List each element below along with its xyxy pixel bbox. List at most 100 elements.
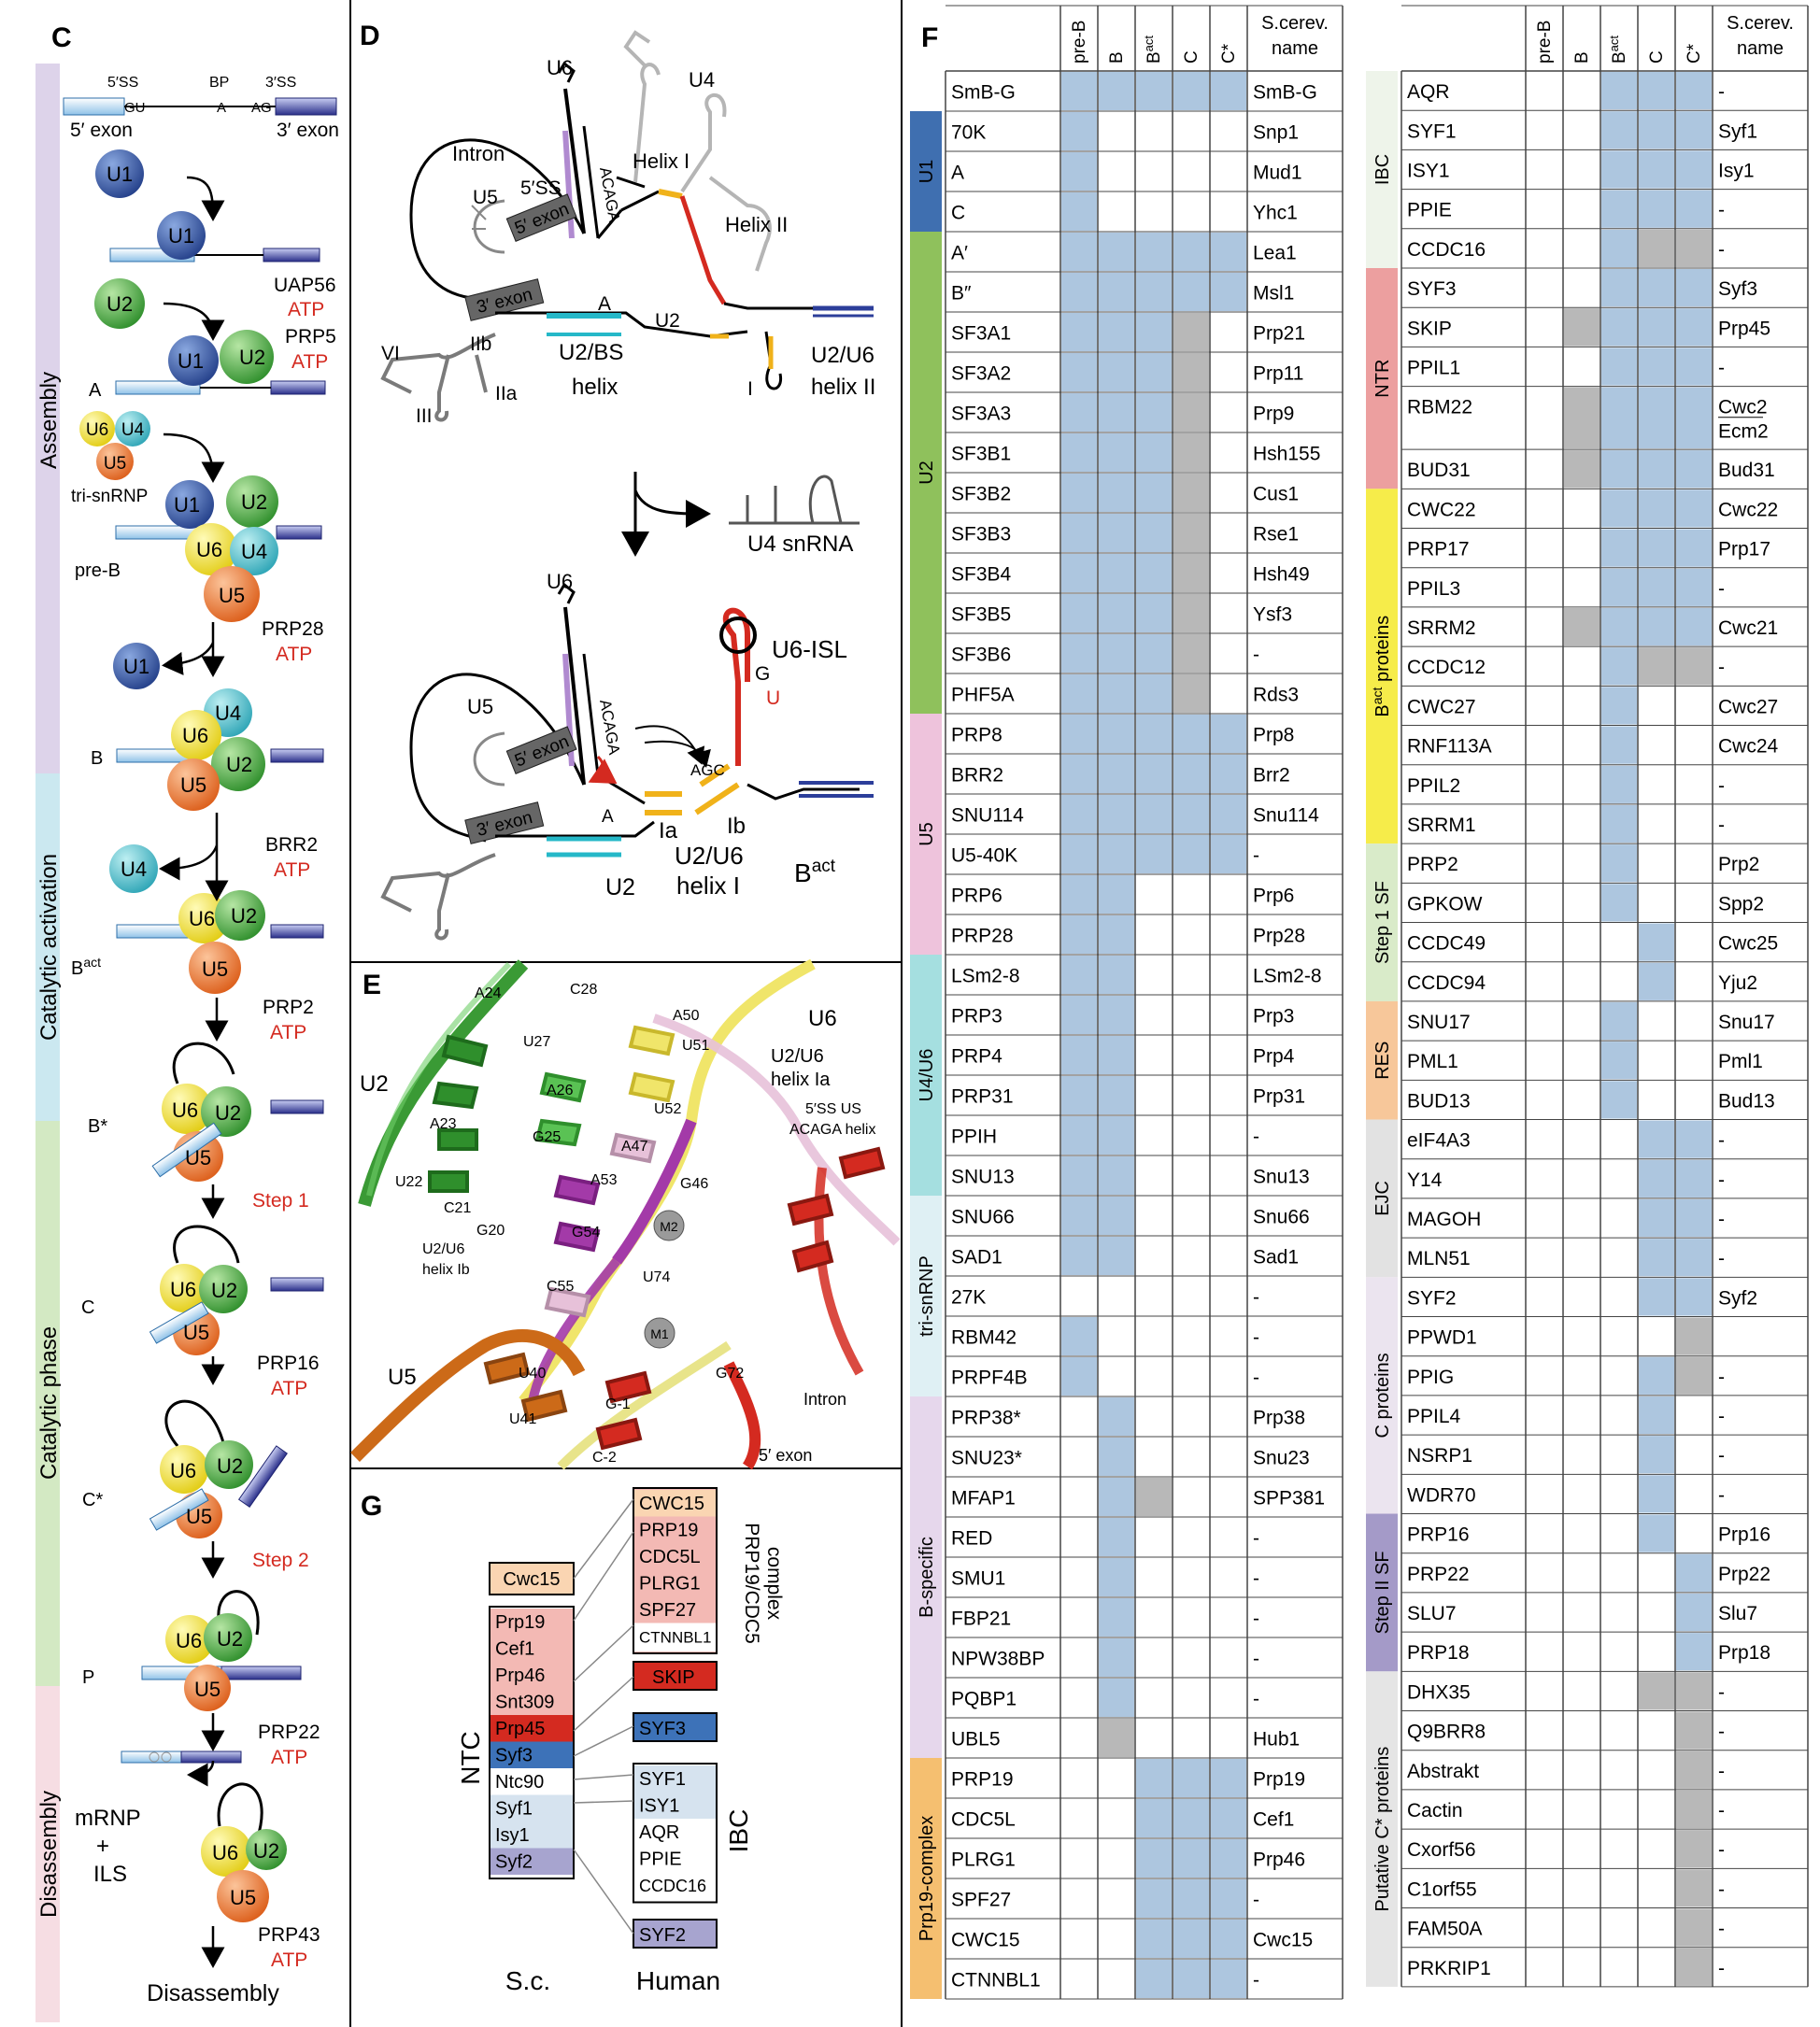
- table-row: MAGOH -: [1407, 1198, 1725, 1238]
- protein-name: MFAP1: [951, 1488, 1016, 1510]
- protein-name: SNU17: [1407, 1012, 1471, 1033]
- protein-name: B″: [951, 283, 972, 305]
- u1-snrnp: [95, 149, 144, 198]
- presence-cell: [1136, 715, 1172, 753]
- presence-cell: [1601, 450, 1637, 489]
- presence-cell: [1676, 1633, 1712, 1671]
- protein-name: SRRM2: [1407, 617, 1476, 639]
- e-label: U74: [643, 1269, 670, 1285]
- presence-cell: [1099, 755, 1134, 793]
- presence-cell: [1061, 1357, 1097, 1396]
- presence-cell: [1639, 72, 1674, 110]
- protein-name: BUD31: [1407, 460, 1471, 481]
- e-label: C-2: [592, 1450, 617, 1466]
- d-bot-a: A: [602, 807, 614, 827]
- presence-cell: [1061, 433, 1097, 472]
- table-row: PRP3 Prp3: [951, 996, 1294, 1034]
- protein-name: Cxorf56: [1407, 1839, 1476, 1861]
- sc-name: Prp21: [1253, 323, 1305, 345]
- u2-snrnp: [94, 278, 145, 329]
- phase-bar-activation: [36, 773, 60, 1121]
- d-bot-u: U: [766, 687, 780, 709]
- g-sc-item: Syf1: [495, 1799, 533, 1820]
- e-name-intron: Intron: [803, 1390, 846, 1409]
- sc-name: Hsh49: [1253, 564, 1310, 586]
- presence-cell: [1099, 875, 1134, 914]
- sc-name: -: [1718, 1169, 1725, 1191]
- sc-name: -: [1718, 200, 1725, 221]
- preb-u4: U4: [241, 540, 267, 563]
- e-label: C21: [444, 1200, 471, 1216]
- table-row: CWC27 Cwc27: [1407, 687, 1778, 725]
- protein-name: SF3A3: [951, 404, 1011, 425]
- g-ntc-label: NTC: [456, 1731, 485, 1785]
- table-row: AQR -: [1407, 72, 1725, 110]
- presence-cell: [1601, 347, 1637, 386]
- table-row: SF3B2 Cus1: [951, 474, 1299, 512]
- d-top-structure: 5′ exon 3′ exon: [380, 30, 874, 422]
- presence-cell: [1061, 554, 1097, 592]
- table-row: SKIP Prp45: [1407, 308, 1770, 347]
- presence-cell: [1211, 1759, 1246, 1797]
- sc-header: name: [1737, 38, 1784, 59]
- d-top-u4: U4: [689, 68, 715, 92]
- presence-cell: [1061, 755, 1097, 793]
- table-row: SF3B4 Hsh49: [951, 554, 1310, 592]
- protein-name: eIF4A3: [1407, 1130, 1471, 1152]
- presence-cell: [1639, 308, 1674, 347]
- protein-name: PRKRIP1: [1407, 1958, 1491, 1979]
- sc-header: S.cerev.: [1727, 13, 1794, 34]
- table-row: GPKOW Spp2: [1407, 884, 1764, 922]
- column-header: B: [1107, 51, 1127, 64]
- sc-name: Slu7: [1718, 1603, 1757, 1624]
- g-ibc-item: CCDC16: [639, 1877, 706, 1895]
- label-mrnp: mRNP: [75, 1806, 141, 1831]
- sc-name: -: [1253, 1649, 1259, 1670]
- sc-name: Lea1: [1253, 243, 1297, 264]
- presence-cell: [1676, 1711, 1712, 1750]
- presence-cell: [1676, 150, 1712, 189]
- presence-cell: [1136, 795, 1172, 833]
- sc-name: -: [1253, 1127, 1259, 1148]
- preb-u1: U1: [174, 493, 200, 517]
- presence-cell: [1639, 190, 1674, 228]
- sc-name: -: [1718, 1209, 1725, 1230]
- label-5ss: 5′SS: [107, 75, 138, 91]
- table-row: BUD13 Bud13: [1407, 1081, 1775, 1119]
- presence-cell: [1676, 489, 1712, 528]
- sc-name: Brr2: [1253, 765, 1290, 787]
- g-human-complex-item: CTNNBL1: [639, 1629, 711, 1647]
- table-row: PRPF4B -: [951, 1357, 1259, 1396]
- table-row: Q9BRR8 -: [1407, 1711, 1725, 1750]
- g-sc-row-bg: [491, 1768, 573, 1795]
- protein-name: SmB-G: [951, 82, 1016, 104]
- label-3ss: 3′SS: [265, 75, 296, 91]
- protein-name: PRP2: [1407, 854, 1458, 875]
- protein-name: PPIG: [1407, 1367, 1454, 1388]
- presence-cell: [1211, 1960, 1246, 1998]
- presence-cell: [1099, 72, 1134, 110]
- e-name-u2u6-b: U2/U6: [422, 1241, 464, 1257]
- g-skip-label: SKIP: [652, 1667, 695, 1688]
- e-label-m1: M1: [650, 1326, 669, 1341]
- protein-name: SPF27: [951, 1890, 1011, 1911]
- presence-cell: [1601, 150, 1637, 189]
- presence-cell: [1639, 529, 1674, 567]
- factor-prp16: PRP16: [257, 1353, 320, 1374]
- sc-name: SPP381: [1253, 1488, 1325, 1510]
- presence-cell: [1676, 1672, 1712, 1710]
- panel-d: D: [360, 21, 875, 941]
- group-label: C proteins: [1372, 1353, 1393, 1438]
- group-bar: [910, 1196, 942, 1396]
- tri-u5: U5: [104, 454, 126, 474]
- e-label-m2: M2: [660, 1219, 678, 1234]
- presence-cell: [1061, 915, 1097, 954]
- label-exon5: 5′ exon: [70, 120, 133, 141]
- sc-name: Bud13: [1718, 1090, 1775, 1112]
- d-bot-agc: AGC: [690, 761, 725, 779]
- table-row: A′ Lea1: [951, 233, 1297, 271]
- presence-cell: [1676, 1120, 1712, 1158]
- e-label: G-1: [605, 1396, 631, 1412]
- g-human-complex: CWC15 PRP19 CDC5L PLRG1 SPF27 CTNNBL1: [633, 1487, 718, 1654]
- presence-cell: [1136, 233, 1172, 271]
